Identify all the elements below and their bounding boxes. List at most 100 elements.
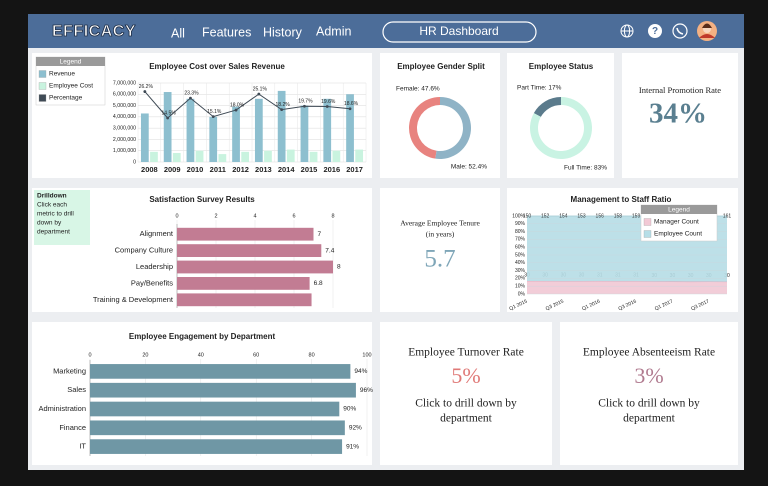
- bar: [300, 105, 309, 162]
- x-tick-label: 60: [253, 352, 259, 358]
- y-tick-label: 6,000,000: [113, 92, 136, 98]
- y-tick-label: 5,000,000: [113, 103, 136, 109]
- x-tick-label: 2017: [346, 165, 363, 174]
- legend-label: Employee Cost: [49, 83, 93, 90]
- x-tick-label: 0: [88, 352, 91, 358]
- panel[interactable]: [560, 322, 738, 465]
- dashboard-button[interactable]: [382, 21, 537, 43]
- bar: [163, 92, 172, 162]
- data-label: 7.4: [325, 247, 334, 254]
- kpi-note[interactable]: Click to drill down by: [598, 398, 700, 410]
- nav-link[interactable]: History: [263, 25, 303, 39]
- kpi-note[interactable]: Click to drill down by: [415, 398, 517, 410]
- drilldown-text: metric to drill: [37, 211, 74, 218]
- bar: [172, 152, 181, 162]
- bar: [323, 98, 332, 162]
- bar: [355, 149, 364, 162]
- data-label: 30: [724, 273, 730, 279]
- data-label: 25.1%: [253, 86, 268, 92]
- drilldown-text: down by: [37, 220, 62, 227]
- globe-icon[interactable]: [620, 24, 634, 38]
- y-tick-label: 3,000,000: [113, 126, 136, 132]
- line-point: [257, 92, 261, 96]
- kpi-title: (in years): [426, 230, 455, 239]
- data-label: 15.1%: [207, 109, 222, 115]
- y-tick-label: 10%: [515, 284, 526, 290]
- dashboard-label: HR Dashboard: [419, 24, 498, 38]
- bar: [254, 98, 263, 162]
- avatar[interactable]: [697, 21, 717, 41]
- x-tick-label: 2008: [141, 165, 158, 174]
- help-icon[interactable]: ?: [648, 24, 662, 38]
- data-label: 18.2%: [276, 102, 291, 108]
- kpi-note[interactable]: department: [623, 413, 676, 425]
- x-tick-label: 2009: [164, 165, 181, 174]
- panel[interactable]: [622, 53, 738, 178]
- legend-label: Manager Count: [654, 219, 699, 226]
- y-tick-label: 0%: [518, 291, 526, 297]
- data-label: 154: [559, 213, 568, 219]
- legend-label: Employee Count: [654, 231, 702, 238]
- y-tick-label: 80%: [515, 229, 526, 235]
- logo[interactable]: EFFICACY: [52, 23, 136, 41]
- kpi-value: 34%: [649, 98, 707, 130]
- chart-title: Employee Engagement by Department: [129, 332, 276, 341]
- x-tick-label: 2012: [232, 165, 249, 174]
- line-point: [143, 90, 147, 93]
- data-label: 96%: [360, 387, 373, 394]
- nav-link[interactable]: All: [171, 26, 185, 40]
- bar: [286, 149, 295, 162]
- line-point: [189, 96, 192, 100]
- svg-text:?: ?: [652, 26, 658, 37]
- drilldown-text: department: [37, 229, 70, 236]
- chart-title: Employee Cost over Sales Revenue: [149, 62, 285, 71]
- legend-swatch: [643, 218, 652, 226]
- data-label: 14.5%: [162, 110, 177, 116]
- x-tick-label: 40: [198, 352, 204, 358]
- kpi-note[interactable]: department: [440, 413, 493, 425]
- x-tick-label: 2014: [278, 165, 296, 174]
- y-tick-label: Alignment: [140, 229, 174, 238]
- kpi-title: Employee Turnover Rate: [408, 347, 524, 359]
- data-label: 19.6%: [321, 99, 336, 105]
- data-label: 153: [577, 213, 586, 219]
- bar: [90, 420, 345, 436]
- bar: [90, 364, 351, 379]
- line-point: [280, 108, 284, 112]
- y-tick-label: 0: [133, 159, 136, 165]
- bar: [177, 277, 310, 290]
- legend-label: Revenue: [49, 71, 75, 78]
- panel: [507, 53, 614, 178]
- y-tick-label: Sales: [67, 385, 86, 394]
- data-label: 159: [632, 213, 641, 219]
- x-tick-label: 8: [331, 213, 334, 219]
- data-label: 150: [523, 213, 532, 219]
- data-label: 158: [614, 213, 623, 219]
- data-label: Male: 52.4%: [451, 164, 487, 171]
- x-tick-label: 2016: [323, 165, 340, 174]
- phone-icon[interactable]: [672, 23, 688, 39]
- data-label: 156: [596, 213, 605, 219]
- y-tick-label: 20%: [515, 276, 526, 282]
- panel[interactable]: [380, 322, 552, 465]
- panel[interactable]: [380, 188, 500, 312]
- y-tick-label: 4,000,000: [113, 114, 136, 120]
- x-tick-label: 2010: [187, 165, 204, 174]
- nav-link[interactable]: Features: [202, 25, 251, 39]
- y-tick-label: Company Culture: [115, 246, 173, 255]
- y-tick-label: 40%: [515, 260, 526, 266]
- y-tick-label: Leadership: [136, 262, 173, 271]
- drilldown-note: [34, 190, 90, 245]
- x-tick-label: 4: [253, 213, 256, 219]
- bar: [177, 260, 333, 274]
- area: [527, 281, 727, 294]
- donut-segment: [409, 97, 440, 159]
- chart-title: Employee Gender Split: [397, 62, 485, 71]
- donut-segment: [435, 97, 471, 159]
- kpi-value: 5%: [451, 363, 480, 388]
- line-point: [166, 116, 170, 120]
- data-label: 6.8: [314, 280, 323, 287]
- nav-link[interactable]: Admin: [316, 24, 351, 38]
- bar: [177, 227, 314, 241]
